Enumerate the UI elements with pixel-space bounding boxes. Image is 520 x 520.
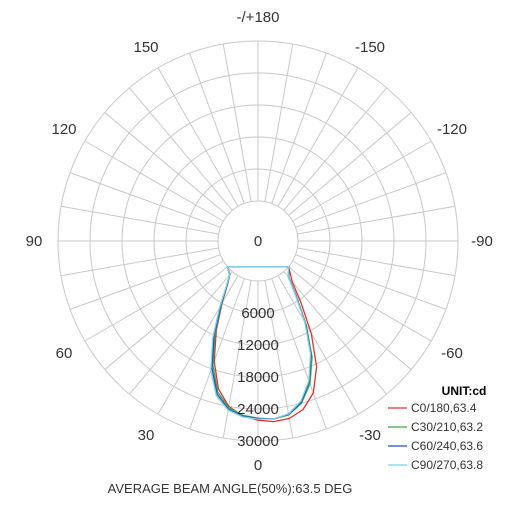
radial-tick-label: 6000 bbox=[241, 305, 274, 322]
angle-tick-label: 90 bbox=[26, 233, 43, 250]
spoke-line bbox=[222, 43, 252, 202]
spoke-line bbox=[271, 278, 327, 430]
angle-tick-label: -150 bbox=[355, 39, 385, 56]
spoke-line bbox=[297, 205, 456, 235]
radial-tick-label: 0 bbox=[254, 233, 262, 250]
grid-ring bbox=[185, 168, 331, 314]
spoke-line bbox=[69, 254, 221, 310]
angle-tick-label: 120 bbox=[51, 121, 76, 138]
series-group bbox=[210, 266, 318, 423]
legend-title: UNIT:cd bbox=[442, 384, 487, 398]
average-beam-angle-note: AVERAGE BEAM ANGLE(50%):63.5 DEG bbox=[108, 481, 353, 496]
radial-tick-label: 30000 bbox=[237, 433, 279, 450]
grid-ring bbox=[217, 200, 299, 282]
spoke-line bbox=[297, 247, 456, 277]
spoke-line bbox=[292, 260, 432, 342]
spoke-line bbox=[283, 271, 387, 395]
legend-label: C0/180,63.4 bbox=[411, 401, 477, 415]
spoke-line bbox=[60, 205, 219, 235]
angle-tick-label: -/+180 bbox=[237, 9, 280, 26]
spoke-line bbox=[129, 87, 233, 211]
spoke-line bbox=[288, 112, 412, 216]
angle-tick-label: -60 bbox=[441, 345, 463, 362]
spoke-line bbox=[104, 266, 228, 370]
spoke-line bbox=[264, 43, 294, 202]
angle-tick-label: -120 bbox=[437, 121, 467, 138]
radial-tick-label: 12000 bbox=[237, 337, 279, 354]
spoke-line bbox=[277, 275, 359, 415]
spoke-line bbox=[84, 140, 224, 222]
spoke-line bbox=[60, 247, 219, 277]
legend-label: C30/210,63.2 bbox=[411, 420, 483, 434]
spoke-line bbox=[277, 67, 359, 207]
grid-ring bbox=[57, 40, 459, 442]
legend-label: C90/270,63.8 bbox=[411, 458, 483, 472]
angle-tick-label: 60 bbox=[56, 345, 73, 362]
grid-ring bbox=[121, 104, 395, 378]
spoke-line bbox=[295, 254, 447, 310]
spoke-line bbox=[288, 266, 412, 370]
series-curve-3 bbox=[210, 266, 312, 420]
radial-tick-label: 24000 bbox=[237, 401, 279, 418]
spoke-line bbox=[157, 275, 239, 415]
spoke-line bbox=[271, 52, 327, 204]
angle-tick-label: 150 bbox=[133, 39, 158, 56]
spoke-line bbox=[283, 87, 387, 211]
angle-tick-label: 30 bbox=[138, 427, 155, 444]
angle-tick-label: 0 bbox=[254, 457, 262, 474]
spoke-line bbox=[189, 278, 245, 430]
grid-ring bbox=[89, 72, 427, 410]
spoke-line bbox=[189, 52, 245, 204]
spoke-line bbox=[292, 140, 432, 222]
legend: UNIT:cd C0/180,63.4 C30/210,63.2 C60/240,6… bbox=[388, 384, 486, 472]
spoke-line bbox=[69, 172, 221, 228]
radial-tick-labels: 0 6000 12000 18000 24000 30000 bbox=[237, 233, 279, 450]
radial-tick-label: 18000 bbox=[237, 369, 279, 386]
polar-grid bbox=[57, 40, 459, 442]
spoke-line bbox=[222, 280, 252, 439]
spoke-line bbox=[264, 280, 294, 439]
spoke-line bbox=[129, 271, 233, 395]
legend-label: C60/240,63.6 bbox=[411, 439, 483, 453]
grid-ring bbox=[153, 136, 363, 346]
spoke-line bbox=[157, 67, 239, 207]
spoke-line bbox=[104, 112, 228, 216]
spoke-line bbox=[84, 260, 224, 342]
angle-tick-label: -30 bbox=[359, 427, 381, 444]
angle-tick-label: -90 bbox=[471, 233, 493, 250]
angle-tick-labels: -/+180 -150 150 -120 120 -90 90 -60 60 -30 30 0 bbox=[26, 9, 493, 474]
spoke-line bbox=[295, 172, 447, 228]
